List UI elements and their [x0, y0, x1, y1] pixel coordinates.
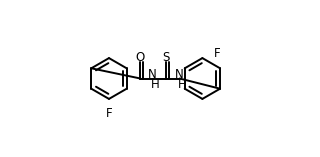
- Text: N: N: [174, 68, 183, 81]
- Text: F: F: [214, 47, 220, 60]
- Text: N: N: [148, 68, 156, 81]
- Text: H: H: [151, 78, 160, 91]
- Text: F: F: [106, 107, 112, 120]
- Text: O: O: [136, 51, 145, 64]
- Text: H: H: [178, 78, 186, 91]
- Text: S: S: [163, 51, 170, 64]
